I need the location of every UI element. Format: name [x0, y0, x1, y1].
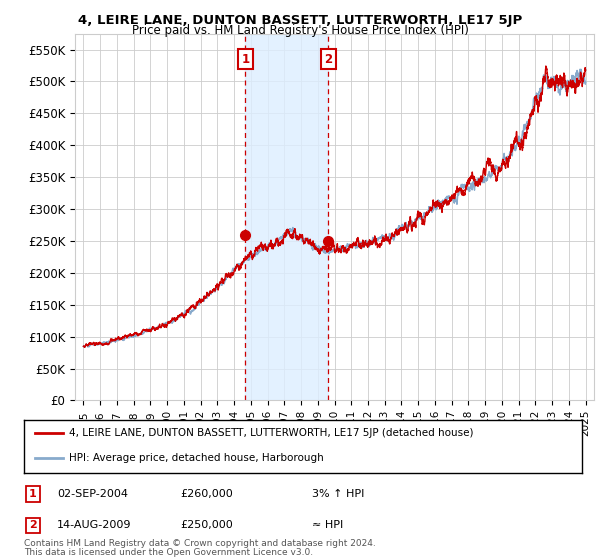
Text: 2: 2 [29, 520, 37, 530]
Text: 4, LEIRE LANE, DUNTON BASSETT, LUTTERWORTH, LE17 5JP (detached house): 4, LEIRE LANE, DUNTON BASSETT, LUTTERWOR… [68, 428, 473, 438]
Text: 14-AUG-2009: 14-AUG-2009 [57, 520, 131, 530]
Bar [245, 34, 328, 400]
Text: 3% ↑ HPI: 3% ↑ HPI [312, 489, 364, 499]
Text: 1: 1 [29, 489, 37, 499]
Text: Price paid vs. HM Land Registry's House Price Index (HPI): Price paid vs. HM Land Registry's House … [131, 24, 469, 37]
Text: 4, LEIRE LANE, DUNTON BASSETT, LUTTERWORTH, LE17 5JP: 4, LEIRE LANE, DUNTON BASSETT, LUTTERWOR… [78, 14, 522, 27]
Text: £250,000: £250,000 [180, 520, 233, 530]
Text: 2: 2 [324, 53, 332, 66]
Text: HPI: Average price, detached house, Harborough: HPI: Average price, detached house, Harb… [68, 453, 323, 463]
Text: Contains HM Land Registry data © Crown copyright and database right 2024.: Contains HM Land Registry data © Crown c… [24, 539, 376, 548]
Text: 1: 1 [241, 53, 250, 66]
Text: ≈ HPI: ≈ HPI [312, 520, 343, 530]
Text: 02-SEP-2004: 02-SEP-2004 [57, 489, 128, 499]
Text: This data is licensed under the Open Government Licence v3.0.: This data is licensed under the Open Gov… [24, 548, 313, 557]
Text: £260,000: £260,000 [180, 489, 233, 499]
